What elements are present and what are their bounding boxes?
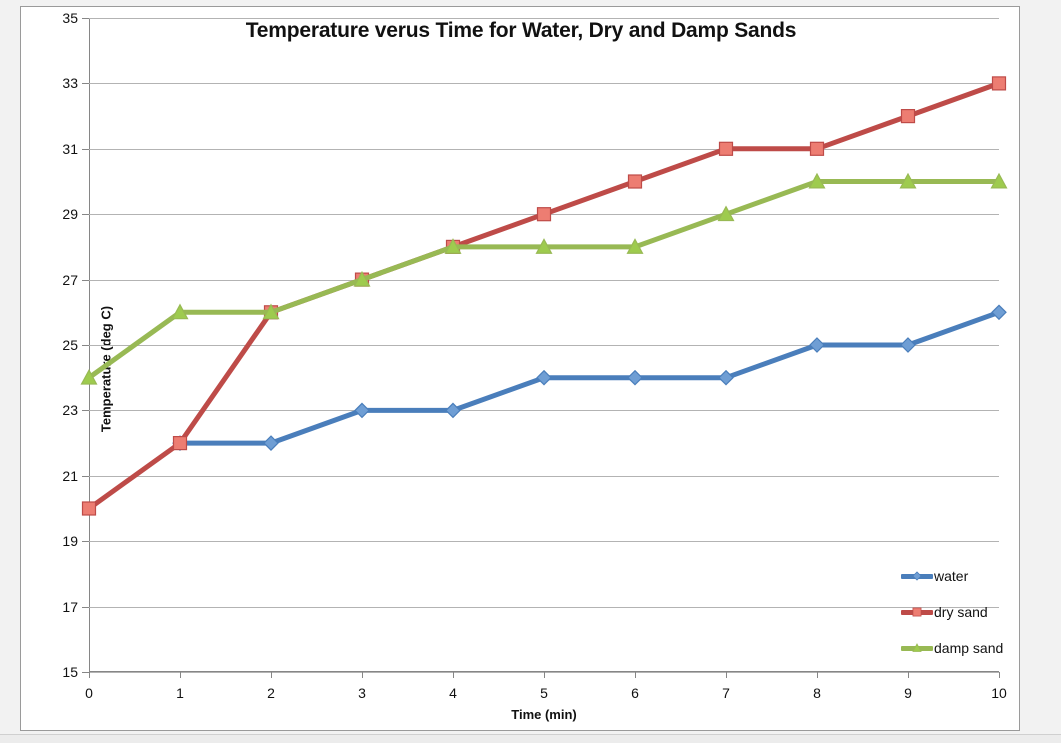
plot-area[interactable]: 35 33 31 29 27 25 23 21 19 17 15 0 1 2 3 4 5 6 7 8 9 10: [62, 10, 1008, 701]
legend-swatch: [901, 638, 933, 658]
x-axis-tick-label: 9: [904, 685, 912, 701]
x-axis-tick-label: 4: [449, 685, 457, 701]
legend-swatch: [901, 602, 933, 622]
diamond-marker-icon: [912, 571, 922, 581]
x-axis-tick-label: 10: [991, 685, 1007, 701]
y-axis-tick-label: 27: [62, 271, 78, 288]
data-point: [718, 369, 734, 386]
data-point: [171, 303, 189, 320]
x-axis-tick: [453, 672, 454, 678]
x-axis-tick-label: 5: [540, 685, 548, 701]
x-axis-tick: [817, 672, 818, 678]
series-water: [172, 304, 1007, 451]
data-point: [990, 172, 1008, 189]
gridline: [89, 410, 999, 412]
x-axis-tick: [726, 672, 727, 678]
data-point: [444, 238, 462, 254]
series-line: [177, 309, 1002, 446]
x-axis-tick-label: 0: [85, 685, 93, 701]
legend-swatch: [901, 566, 933, 586]
x-axis-tick-label: 7: [722, 685, 730, 701]
data-point: [535, 238, 553, 254]
legend-item-water[interactable]: water: [901, 558, 1031, 594]
gridline: [89, 18, 999, 19]
y-axis-tick-label: 19: [62, 533, 78, 550]
x-axis-tick: [89, 672, 90, 678]
data-point: [899, 172, 917, 189]
series-line: [86, 80, 1002, 511]
y-axis-tick-label: 35: [62, 10, 78, 26]
gridline: [89, 606, 999, 608]
y-axis-tick: [82, 410, 89, 412]
data-point: [808, 172, 826, 189]
y-axis-tick: [82, 148, 89, 150]
legend-label: dry sand: [934, 604, 988, 620]
gridline: [89, 279, 999, 281]
series-dry-sand: [81, 76, 1007, 516]
x-axis-tick-label: 3: [358, 685, 366, 701]
data-point: [172, 436, 188, 451]
y-axis-tick: [82, 541, 89, 543]
data-point: [627, 174, 643, 189]
legend-label: damp sand: [934, 640, 1004, 656]
x-axis-line: [89, 671, 999, 672]
gridline: [89, 475, 999, 477]
data-point: [262, 303, 280, 320]
data-point: [263, 305, 279, 320]
gridline: [89, 83, 999, 85]
x-axis-title: Time (min): [511, 707, 577, 722]
y-axis-tick: [82, 606, 89, 608]
gridline: [89, 345, 999, 346]
x-axis-tick: [908, 672, 909, 678]
y-axis-tick: [82, 83, 89, 85]
legend-label: water: [934, 568, 969, 584]
data-point: [627, 369, 643, 386]
y-axis-tick: [82, 214, 89, 216]
chart-legend[interactable]: water dry sand damp sand: [901, 558, 1031, 666]
data-point: [172, 435, 188, 451]
y-axis-tick: [82, 18, 89, 19]
x-axis-tick: [544, 672, 545, 678]
y-axis-tick-label: 25: [62, 337, 78, 353]
data-point: [445, 239, 461, 254]
chart-title: Temperature verus Time for Water, Dry an…: [245, 19, 797, 42]
legend-item-damp-sand[interactable]: damp sand: [901, 630, 1031, 666]
y-axis-tick: [82, 672, 89, 673]
gridline: [89, 541, 999, 543]
y-axis-tick-label: 21: [62, 467, 78, 484]
x-axis-tick: [362, 672, 363, 678]
gridline: [89, 148, 999, 150]
y-axis-tick-label: 15: [62, 664, 78, 680]
x-axis-tick: [271, 672, 272, 678]
x-axis-tick: [180, 672, 181, 678]
gridline: [89, 214, 999, 216]
chart-panel[interactable]: Temperature verus Time for Water, Dry an…: [20, 6, 1020, 731]
page-bottom-edge: [0, 734, 1061, 743]
x-axis-tick-label: 8: [813, 685, 821, 701]
data-point: [263, 435, 279, 451]
x-axis-tick: [635, 672, 636, 678]
legend-item-dry-sand[interactable]: dry sand: [901, 594, 1031, 630]
x-axis-tick: [999, 672, 1000, 678]
y-axis-tick: [82, 345, 89, 346]
x-axis-tick-label: 2: [267, 685, 275, 701]
y-axis-tick-label: 29: [62, 206, 78, 223]
y-axis-tick: [82, 279, 89, 281]
y-axis-tick: [82, 475, 89, 477]
y-axis-tick-label: 23: [62, 402, 78, 419]
data-point: [626, 238, 644, 254]
y-axis-tick-label: 31: [62, 140, 78, 157]
data-point: [900, 108, 916, 124]
y-axis-tick-label: 33: [62, 75, 78, 92]
x-axis-tick-label: 6: [631, 685, 639, 701]
square-marker-icon: [912, 607, 922, 617]
data-point: [991, 304, 1007, 321]
y-axis-tick-label: 17: [62, 598, 78, 615]
page-left-margin: [0, 0, 20, 743]
data-point: [536, 369, 552, 386]
triangle-marker-icon: [912, 643, 922, 652]
x-axis-tick-label: 1: [176, 685, 184, 701]
